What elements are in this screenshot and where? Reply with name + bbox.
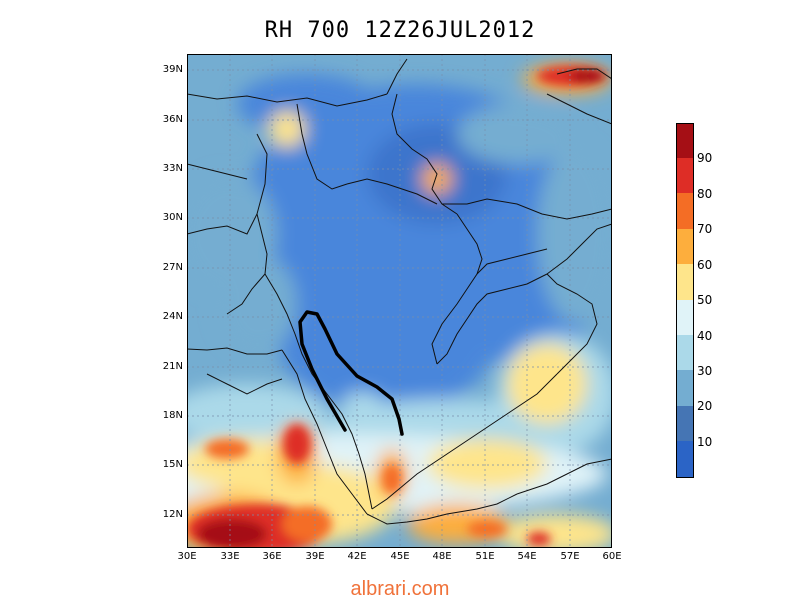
lat-label-24n: 24N — [162, 311, 183, 322]
colorbar-label-60: 60 — [697, 258, 713, 272]
colorbar-label-30: 30 — [697, 364, 713, 378]
colorbar-segment — [677, 264, 693, 300]
lat-label-27n: 27N — [162, 262, 183, 273]
lon-label-30e: 30E — [177, 551, 197, 562]
rh-map — [187, 54, 612, 548]
lat-label-30n: 30N — [162, 212, 183, 223]
colorbar-label-80: 80 — [697, 187, 713, 201]
colorbar-segment — [677, 441, 693, 477]
site-watermark: albrari.com — [350, 578, 450, 600]
colorbar-label-40: 40 — [697, 329, 713, 343]
lon-label-51e: 51E — [475, 551, 495, 562]
lon-label-39e: 39E — [305, 551, 325, 562]
colorbar-segment — [677, 124, 693, 158]
rh-high-humidity-cores — [187, 66, 607, 548]
lon-label-33e: 33E — [220, 551, 240, 562]
lat-label-39n: 39N — [162, 64, 183, 75]
colorbar-segment — [677, 406, 693, 441]
colorbar-label-20: 20 — [697, 399, 713, 413]
colorbar-segment — [677, 193, 693, 229]
colorbar-segment — [677, 158, 693, 193]
lon-label-42e: 42E — [347, 551, 367, 562]
map-frame — [187, 54, 612, 548]
chart-title: RH 700 12Z26JUL2012 — [264, 18, 536, 43]
colorbar — [676, 123, 694, 478]
lon-label-54e: 54E — [517, 551, 537, 562]
lat-label-36n: 36N — [162, 114, 183, 125]
lon-label-48e: 48E — [432, 551, 452, 562]
lon-label-57e: 57E — [560, 551, 580, 562]
lon-label-45e: 45E — [390, 551, 410, 562]
colorbar-label-90: 90 — [697, 151, 713, 165]
colorbar-label-50: 50 — [697, 293, 713, 307]
colorbar-segment — [677, 370, 693, 406]
colorbar-label-70: 70 — [697, 222, 713, 236]
lat-label-12n: 12N — [162, 509, 183, 520]
lat-label-18n: 18N — [162, 410, 183, 421]
coastlines — [187, 58, 612, 525]
rh-shading — [187, 64, 612, 548]
colorbar-label-10: 10 — [697, 435, 713, 449]
lon-label-36e: 36E — [262, 551, 282, 562]
lat-label-21n: 21N — [162, 361, 183, 372]
colorbar-segment — [677, 229, 693, 264]
trough-line — [298, 310, 404, 436]
colorbar-segment — [677, 300, 693, 335]
lat-label-33n: 33N — [162, 163, 183, 174]
lon-label-60e: 60E — [602, 551, 622, 562]
lat-label-15n: 15N — [162, 459, 183, 470]
colorbar-segment — [677, 335, 693, 370]
